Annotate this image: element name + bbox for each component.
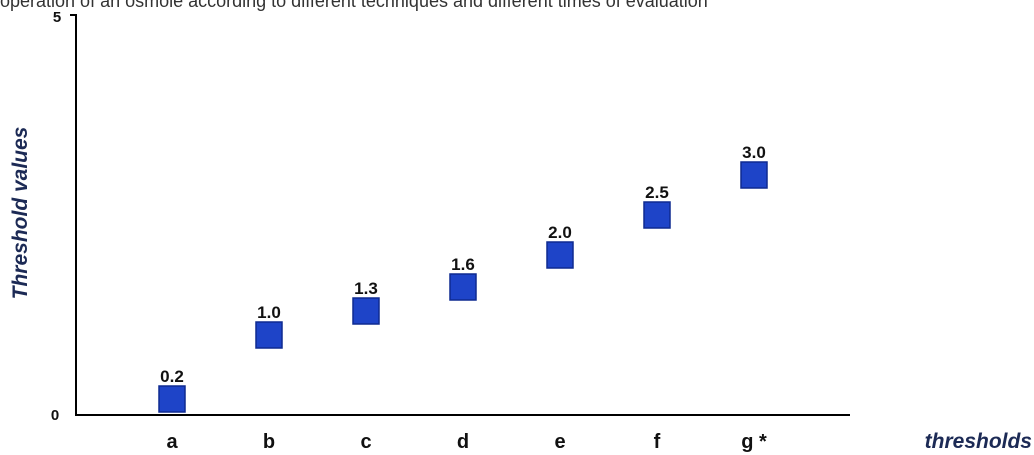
data-label: 1.6	[451, 255, 475, 274]
data-label: 3.0	[742, 143, 766, 162]
data-point-b	[255, 321, 283, 349]
data-label: 2.5	[645, 183, 669, 202]
data-marks: 0.2 a 1.0 b 1.3 c 1.6 d 2.0 e 2.5 f 3.0 g *	[158, 143, 768, 453]
data-point-e	[546, 241, 574, 269]
x-tick-label: b	[263, 431, 275, 453]
x-tick-label: c	[360, 431, 371, 453]
data-label: 1.0	[257, 303, 281, 322]
data-point-f	[643, 201, 671, 229]
x-tick-label: d	[457, 431, 469, 453]
data-label: 2.0	[548, 223, 572, 242]
data-point-a	[158, 385, 186, 413]
y-tick-label-top: 5	[53, 9, 61, 26]
y-axis-title: Threshold values	[9, 127, 32, 300]
data-point-g	[740, 161, 768, 189]
figure-caption: operation of an osmole according to diff…	[0, 0, 708, 11]
x-tick-label: a	[166, 431, 178, 453]
x-tick-label: g *	[741, 431, 767, 453]
data-label: 0.2	[160, 367, 184, 386]
data-point-d	[449, 273, 477, 301]
x-tick-label: f	[654, 431, 661, 453]
data-point-c	[352, 297, 380, 325]
y-tick-label-zero: 0	[51, 407, 59, 424]
x-axis-title: thresholds	[925, 430, 1032, 453]
data-label: 1.3	[354, 279, 378, 298]
x-tick-label: e	[554, 431, 565, 453]
